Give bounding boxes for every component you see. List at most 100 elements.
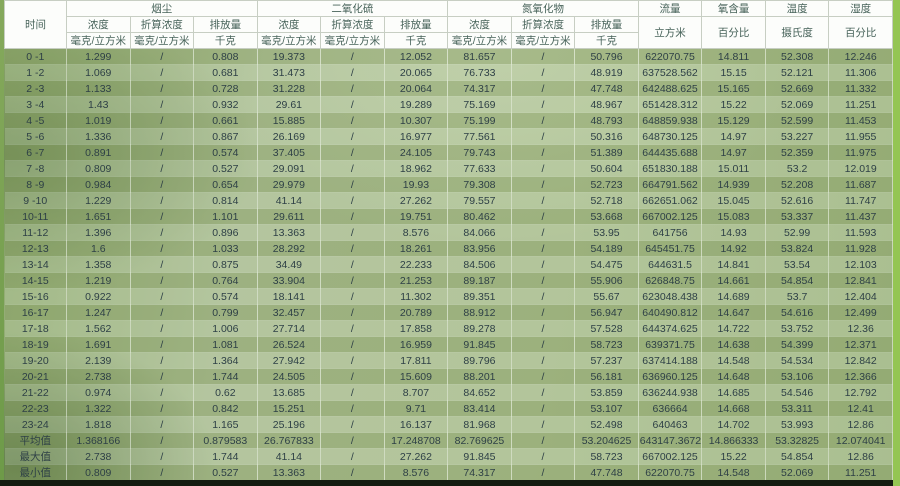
unit-humidity: 百分比 (828, 16, 893, 49)
data-cell: / (130, 400, 195, 417)
row-label-cell: 12-13 (4, 240, 67, 257)
data-cell: 14.722 (701, 320, 766, 337)
data-cell: 54.534 (765, 352, 830, 369)
data-cell: / (130, 176, 195, 193)
data-cell: 648730.125 (638, 128, 703, 145)
data-cell: 53.824 (765, 240, 830, 257)
report-table: 时间 烟尘 二氧化硫 氮氧化物 流量 氧含量 温度 湿度 浓度 折算浓度 排放量… (4, 0, 893, 481)
table-row: 4 -5 1.019/0.661 15.885/10.307 75.199/48.79… (4, 112, 893, 129)
unit-label: 毫克/立方米 (129, 32, 195, 49)
subheader-emission: 排放量 (193, 16, 258, 33)
data-cell: 1.651 (66, 208, 131, 225)
data-cell: 79.308 (447, 176, 512, 193)
data-cell: 664791.562 (638, 176, 703, 193)
data-cell: 19.289 (384, 96, 449, 113)
data-cell: 12.074041 (828, 432, 893, 449)
row-label-cell: 6 -7 (4, 144, 67, 161)
data-cell: 14.841 (701, 256, 766, 273)
data-cell: 12.366 (828, 368, 893, 385)
data-cell: 642488.625 (638, 80, 703, 97)
data-cell: 0.867 (193, 128, 258, 145)
data-cell: 27.262 (384, 448, 449, 465)
data-cell: 0.527 (193, 160, 258, 177)
data-cell: / (511, 224, 576, 241)
data-cell: 0.799 (193, 304, 258, 321)
table-row: 6 -7 0.891/0.574 37.405/24.105 79.743/51.38… (4, 144, 893, 161)
data-cell: 651830.188 (638, 160, 703, 177)
data-cell: 91.845 (447, 448, 512, 465)
row-label-cell: 2 -3 (4, 80, 67, 97)
data-cell: / (320, 448, 385, 465)
subheader-converted: 折算浓度 (320, 16, 385, 33)
data-cell: 636244.938 (638, 384, 703, 401)
unit-temperature: 摄氏度 (764, 16, 830, 49)
data-cell: 18.962 (384, 160, 449, 177)
table-row: 21-22 0.974/0.62 13.685/8.707 84.652/53.859… (4, 384, 893, 401)
row-label-cell: 5 -6 (4, 128, 67, 145)
data-cell: / (130, 240, 195, 257)
data-cell: / (130, 432, 195, 449)
table-header: 时间 烟尘 二氧化硫 氮氧化物 流量 氧含量 温度 湿度 浓度 折算浓度 排放量… (4, 0, 893, 49)
data-cell: 0.574 (193, 144, 258, 161)
summary-row: 最大值 2.738/1.744 41.14/27.262 91.845/58.723 6… (4, 448, 893, 465)
data-cell: 83.956 (447, 240, 512, 257)
data-cell: 19.751 (384, 208, 449, 225)
table-row: 17-18 1.562/1.006 27.714/17.858 89.278/57.5… (4, 320, 893, 337)
data-cell: 48.793 (574, 112, 639, 129)
table-row: 0 -1 1.299/0.808 19.373/12.052 81.657/50.79… (4, 48, 893, 65)
data-cell: / (130, 224, 195, 241)
data-cell: 12.41 (828, 400, 893, 417)
subheader-concentration: 浓度 (66, 16, 131, 33)
data-cell: 11.306 (828, 64, 893, 81)
table-row: 1 -2 1.069/0.681 31.473/20.065 76.733/48.91… (4, 64, 893, 81)
data-cell: / (511, 384, 576, 401)
data-cell: 1.43 (66, 96, 131, 113)
data-cell: / (130, 448, 195, 465)
data-cell: 14.811 (701, 48, 766, 65)
data-cell: 53.668 (574, 208, 639, 225)
data-cell: 0.922 (66, 288, 131, 305)
data-cell: 29.611 (257, 208, 322, 225)
data-cell: 11.928 (828, 240, 893, 257)
data-cell: 0.574 (193, 288, 258, 305)
data-cell: 89.187 (447, 272, 512, 289)
data-cell: / (511, 416, 576, 433)
data-cell: / (320, 288, 385, 305)
data-cell: 53.204625 (574, 432, 639, 449)
data-cell: 11.332 (828, 80, 893, 97)
data-cell: 15.011 (701, 160, 766, 177)
table-row: 3 -4 1.43/0.932 29.61/19.289 75.169/48.967 6… (4, 96, 893, 113)
data-cell: 52.121 (765, 64, 830, 81)
data-cell: 54.616 (765, 304, 830, 321)
data-cell: 10.307 (384, 112, 449, 129)
data-cell: 0.984 (66, 176, 131, 193)
data-cell: 29.979 (257, 176, 322, 193)
data-cell: 0.879583 (193, 432, 258, 449)
data-cell: 1.165 (193, 416, 258, 433)
data-cell: / (130, 304, 195, 321)
data-cell: 80.462 (447, 208, 512, 225)
data-cell: 11.747 (828, 192, 893, 209)
col-header-oxygen: 氧含量 (701, 0, 766, 17)
data-cell: 1.368166 (66, 432, 131, 449)
data-cell: 15.251 (257, 400, 322, 417)
data-cell: 644435.688 (638, 144, 703, 161)
window-left-edge (0, 0, 4, 486)
data-cell: 54.399 (765, 336, 830, 353)
data-cell: 1.069 (66, 64, 131, 81)
data-cell: 14.668 (701, 400, 766, 417)
row-label-cell: 0 -1 (4, 48, 67, 65)
data-cell: 14.548 (701, 352, 766, 369)
data-cell: 641756 (638, 224, 703, 241)
data-cell: 16.959 (384, 336, 449, 353)
vertical-scrollbar[interactable] (893, 0, 900, 486)
table-row: 2 -3 1.133/0.728 31.228/20.064 74.317/47.74… (4, 80, 893, 97)
data-cell: 53.227 (765, 128, 830, 145)
data-cell: 89.278 (447, 320, 512, 337)
data-cell: / (320, 48, 385, 65)
data-cell: 15.22 (701, 448, 766, 465)
data-cell: 667002.125 (638, 208, 703, 225)
data-cell: 52.498 (574, 416, 639, 433)
data-cell: 53.106 (765, 368, 830, 385)
data-cell: 83.414 (447, 400, 512, 417)
